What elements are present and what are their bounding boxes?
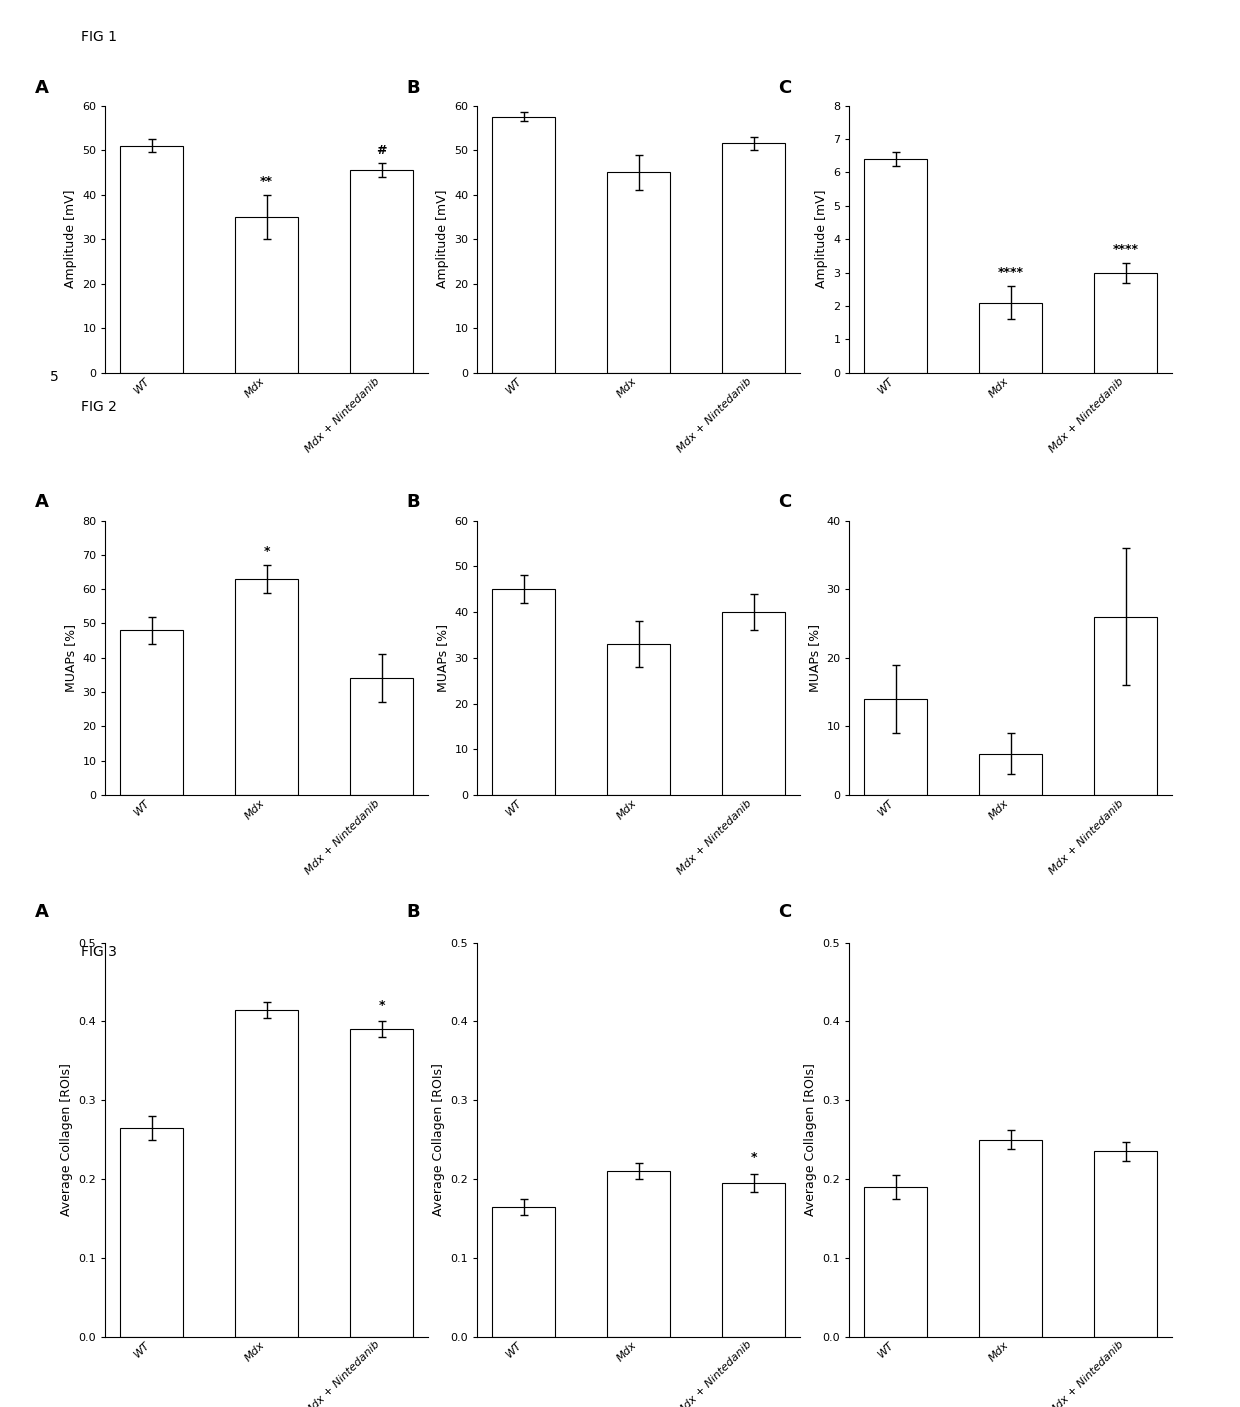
Bar bbox=[980, 1140, 1042, 1337]
Bar bbox=[864, 159, 928, 373]
Bar bbox=[980, 754, 1042, 795]
Text: A: A bbox=[35, 494, 48, 511]
Bar bbox=[350, 678, 413, 795]
Bar bbox=[236, 217, 298, 373]
Text: A: A bbox=[35, 903, 48, 922]
Bar bbox=[608, 644, 670, 795]
Text: FIG 2: FIG 2 bbox=[81, 400, 117, 414]
Bar bbox=[350, 170, 413, 373]
Bar bbox=[492, 590, 556, 795]
Text: 5: 5 bbox=[50, 370, 58, 384]
Text: ****: **** bbox=[1112, 243, 1138, 256]
Bar bbox=[236, 578, 298, 795]
Text: C: C bbox=[779, 79, 791, 97]
Y-axis label: MUAPs [%]: MUAPs [%] bbox=[807, 623, 821, 692]
Bar bbox=[722, 612, 785, 795]
Bar bbox=[864, 699, 928, 795]
Bar bbox=[1094, 616, 1157, 795]
Bar bbox=[492, 117, 556, 373]
Text: ****: **** bbox=[998, 266, 1023, 279]
Text: **: ** bbox=[260, 174, 273, 189]
Y-axis label: Amplitude [mV]: Amplitude [mV] bbox=[435, 190, 449, 288]
Bar bbox=[1094, 273, 1157, 373]
Y-axis label: Average Collagen [ROIs]: Average Collagen [ROIs] bbox=[804, 1064, 817, 1216]
Text: C: C bbox=[779, 494, 791, 511]
Bar bbox=[236, 1010, 298, 1337]
Bar bbox=[608, 1171, 670, 1337]
Bar bbox=[1094, 1151, 1157, 1337]
Y-axis label: Amplitude [mV]: Amplitude [mV] bbox=[63, 190, 77, 288]
Bar bbox=[120, 630, 184, 795]
Text: C: C bbox=[779, 903, 791, 922]
Text: FIG 3: FIG 3 bbox=[81, 946, 117, 960]
Bar bbox=[722, 144, 785, 373]
Y-axis label: Average Collagen [ROIs]: Average Collagen [ROIs] bbox=[60, 1064, 73, 1216]
Bar bbox=[608, 172, 670, 373]
Y-axis label: MUAPs [%]: MUAPs [%] bbox=[435, 623, 449, 692]
Text: B: B bbox=[407, 903, 420, 922]
Text: B: B bbox=[407, 494, 420, 511]
Y-axis label: Average Collagen [ROIs]: Average Collagen [ROIs] bbox=[432, 1064, 445, 1216]
Text: A: A bbox=[35, 79, 48, 97]
Text: *: * bbox=[263, 546, 270, 559]
Text: FIG 1: FIG 1 bbox=[81, 30, 117, 44]
Bar bbox=[864, 1188, 928, 1337]
Text: *: * bbox=[378, 999, 384, 1012]
Y-axis label: MUAPs [%]: MUAPs [%] bbox=[63, 623, 77, 692]
Bar bbox=[120, 145, 184, 373]
Bar bbox=[722, 1183, 785, 1337]
Bar bbox=[120, 1128, 184, 1337]
Bar bbox=[492, 1207, 556, 1337]
Text: B: B bbox=[407, 79, 420, 97]
Y-axis label: Amplitude [mV]: Amplitude [mV] bbox=[815, 190, 827, 288]
Bar bbox=[980, 303, 1042, 373]
Bar bbox=[350, 1030, 413, 1337]
Text: *: * bbox=[750, 1151, 756, 1164]
Text: #: # bbox=[376, 144, 387, 156]
